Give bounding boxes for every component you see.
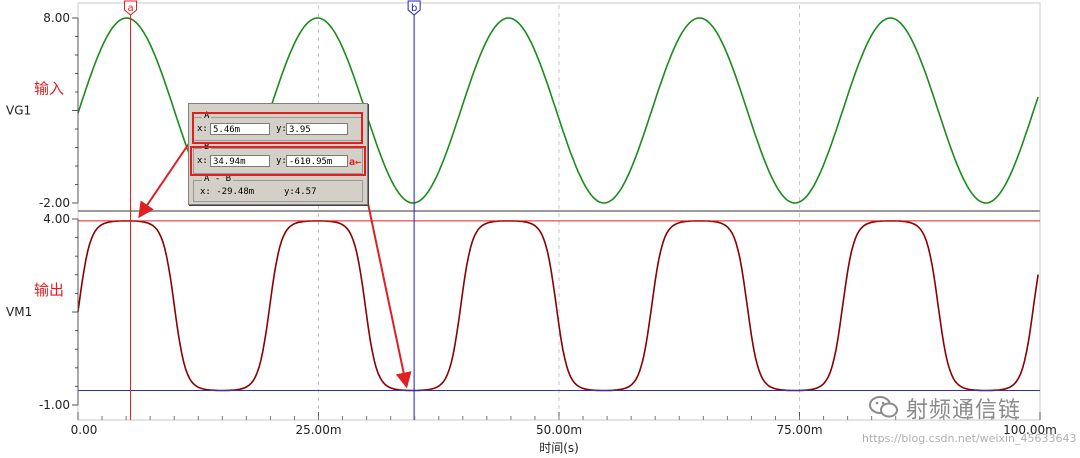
y-tick-label: 4.00 [43,212,70,226]
cursor-b-flag [407,0,421,16]
grid-lines [318,5,800,418]
annotation-arrow-b [361,174,412,389]
annotation-arrow-a [138,138,193,219]
cursor-readout-panel[interactable]: A x: 5.46m y: 3.95 B x: 34.94m y: -610.9… [188,103,368,205]
x-tick-label: 100.00m [1003,423,1057,437]
cursor-b-y-field[interactable]: -610.95m [286,155,348,167]
cursor-a-y-label: y: [276,124,287,134]
axis-labels: 0.00 25.00m 50.00m 75.00m 100.00m 时间(s) 8.00 -2… [6,11,1057,455]
cursor-b-x-field[interactable]: 34.94m [210,155,270,167]
cursor-a-flag [124,0,138,16]
cursor-link-button[interactable]: a← [345,156,365,170]
y-tick-label: -2.00 [39,196,70,210]
trace-label: VM1 [6,305,32,319]
highlight-box-b [190,146,366,176]
y-tick-label: -1.00 [39,398,70,412]
cursor-a-x-field[interactable]: 5.46m [210,123,270,135]
cursor-diff-x: x: -29.48m [200,187,255,197]
cursor-diff-title: A - B [202,174,234,184]
x-tick-label: 0.00 [71,423,98,437]
trace-annotation: 输出 [34,281,64,299]
wechat-icon [869,396,898,418]
cursor-diff-y: y:4.57 [284,187,317,197]
cursor-a-label: a [127,3,133,14]
tick-marks [72,17,1041,420]
trace-annotation: 输入 [34,80,64,98]
watermark-url: https://blog.csdn.net/weixin_45633643 [862,432,1077,445]
trace-label: VG1 [6,104,31,118]
series-VM1 [77,220,1039,392]
x-tick-label: 75.00m [776,423,822,437]
annotation-arrows [138,138,412,389]
cursor-a-title: A [202,111,212,121]
y-tick-label: 8.00 [43,11,70,25]
x-tick-label: 50.00m [536,423,582,437]
cursor-a-y-field[interactable]: 3.95 [286,123,348,135]
watermark-text: 射频通信链 [906,398,1022,423]
x-tick-label: 25.00m [295,423,341,437]
cursor-diff-group: A - B x: -29.48m y:4.57 [193,174,363,202]
x-axis-label: 时间(s) [539,441,579,455]
highlight-box-a [192,112,363,144]
cursor-a-x-label: x: [197,124,208,134]
arrow-left-icon: ← [355,157,362,168]
cursor-a-group: A x: 5.46m y: 3.95 [193,111,363,141]
reference-lines [78,220,1040,391]
cursor-b-x-label: x: [197,156,208,166]
cursor-link-label: a [348,157,355,168]
cursor-b-y-label: y: [276,156,287,166]
cursor-b-label: b [411,3,417,14]
